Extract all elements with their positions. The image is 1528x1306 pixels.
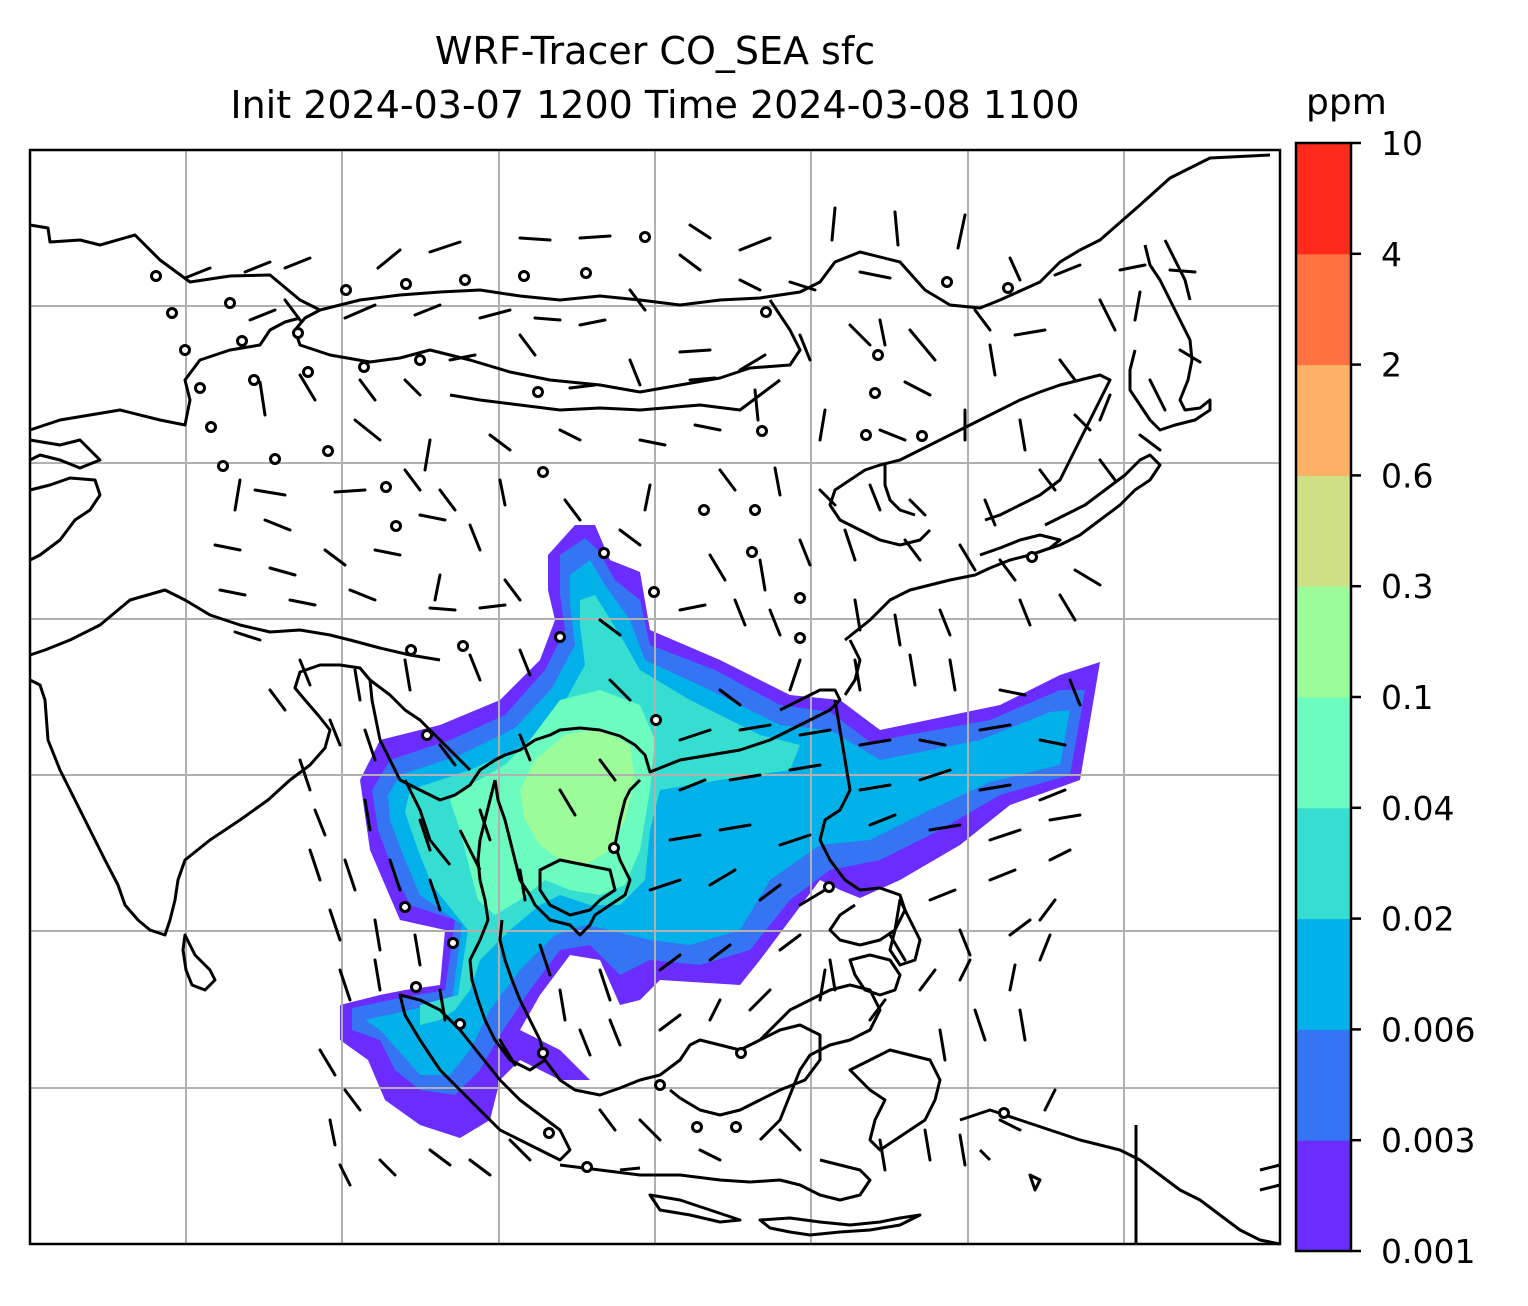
plume-level-0.1 [520,728,635,865]
map-title-line-1: WRF-Tracer CO_SEA sfc [434,29,876,73]
colorbar-unit-label: ppm [1306,82,1387,123]
colorbar-segment [1296,697,1351,809]
colorbar-segment [1296,143,1351,255]
map-frame [28,148,1282,1246]
colorbar-segment [1296,475,1351,587]
colorbar-segment [1296,253,1351,366]
colorbar-tick-label: 0.04 [1381,789,1454,828]
wind-barbs [183,206,1202,1187]
colorbar-tick-label: 0.003 [1381,1121,1475,1160]
colorbar-tick-label: 10 [1381,124,1423,163]
colorbar-segment [1296,1140,1351,1252]
colorbar-segment [1296,586,1351,698]
colorbar-tick-label: 0.001 [1381,1232,1475,1271]
colorbar-tick-label: 0.1 [1381,678,1433,717]
coastlines-borders [29,153,1281,1246]
colorbar-tick-label: 0.02 [1381,900,1454,939]
colorbar-tick-label: 2 [1381,346,1402,385]
colorbar-segment [1296,918,1351,1030]
colorbar-segment [1296,364,1351,476]
map-title-line-2: Init 2024-03-07 1200 Time 2024-03-08 110… [230,83,1080,127]
calm-wind-markers [150,231,1038,1173]
colorbar-tick-label: 0.6 [1381,456,1433,495]
colorbar-tick-label: 4 [1381,235,1402,274]
colorbar-tick-label: 0.006 [1381,1010,1475,1049]
colorbar-segment [1296,1029,1351,1141]
colorbar-tick-label: 0.3 [1381,567,1433,606]
colorbar-segment [1296,807,1351,920]
